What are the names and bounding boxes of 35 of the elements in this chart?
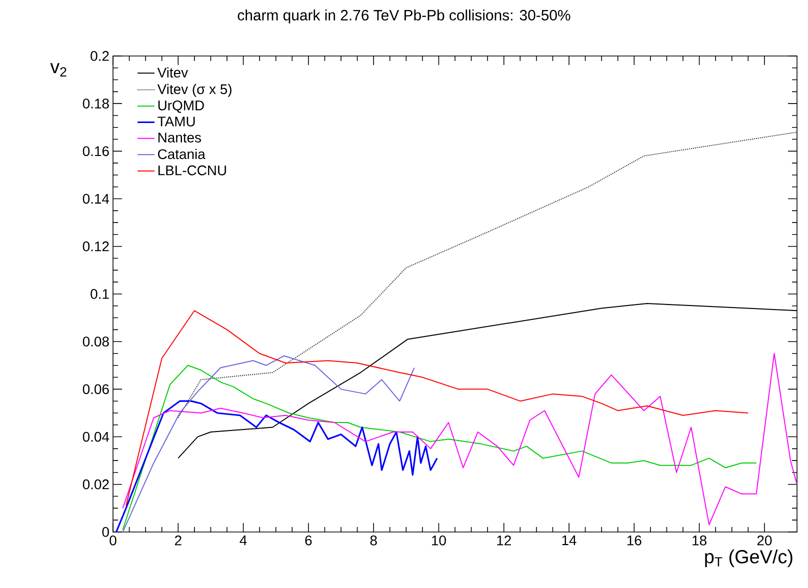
y-tick-label: 0.16 bbox=[82, 146, 109, 156]
x-tick-label: 14 bbox=[562, 536, 576, 546]
x-tick-label: 18 bbox=[692, 535, 706, 546]
x-tick-label: 10 bbox=[432, 535, 446, 546]
x-tick-label: 12 bbox=[497, 535, 511, 546]
x-tick-label: 20 bbox=[757, 535, 772, 546]
y-tick-label: 0 bbox=[102, 527, 109, 537]
legend-label: Vitev (σ x 5) bbox=[157, 84, 232, 97]
y-tick-label: 0.02 bbox=[82, 479, 109, 490]
x-tick-label: 4 bbox=[240, 536, 247, 546]
y-tick-label: 0.04 bbox=[82, 432, 110, 442]
legend-label: Vitev bbox=[157, 67, 188, 78]
y-tick-label: 0.14 bbox=[82, 194, 110, 204]
x-tick-label: 16 bbox=[627, 535, 642, 546]
legend-label: UrQMD bbox=[158, 100, 204, 113]
line-series bbox=[115, 400, 438, 532]
y-tick-label: 0.1 bbox=[90, 289, 109, 299]
x-tick-label: 2 bbox=[174, 535, 182, 546]
legend-label: LBL-CCNU bbox=[158, 165, 226, 176]
y-tick-label: 0.12 bbox=[82, 241, 109, 252]
x-tick-label: 8 bbox=[370, 535, 377, 546]
legend-label: Nantes bbox=[158, 132, 201, 143]
y-tick-label: 0.2 bbox=[90, 51, 109, 61]
chart-title: charm quark in 2.76 TeV Pb-Pb collisions: 30-50% bbox=[238, 10, 570, 24]
line-series bbox=[122, 355, 415, 532]
y-tick-label: 0.08 bbox=[82, 336, 109, 347]
line-series bbox=[126, 310, 749, 506]
y-tick-label: 0.18 bbox=[82, 98, 109, 109]
legend-label: TAMU bbox=[158, 116, 195, 126]
x-tick-label: 6 bbox=[305, 535, 312, 546]
legend-label: Catania bbox=[158, 148, 206, 160]
x-tick-label: 0 bbox=[110, 535, 116, 546]
y-tick-label: 0.06 bbox=[82, 384, 109, 394]
x-axis-title: p$_{T}$ (GeV/c) bbox=[705, 550, 792, 568]
y-axis-title: v$_{2}$ bbox=[50, 63, 66, 76]
